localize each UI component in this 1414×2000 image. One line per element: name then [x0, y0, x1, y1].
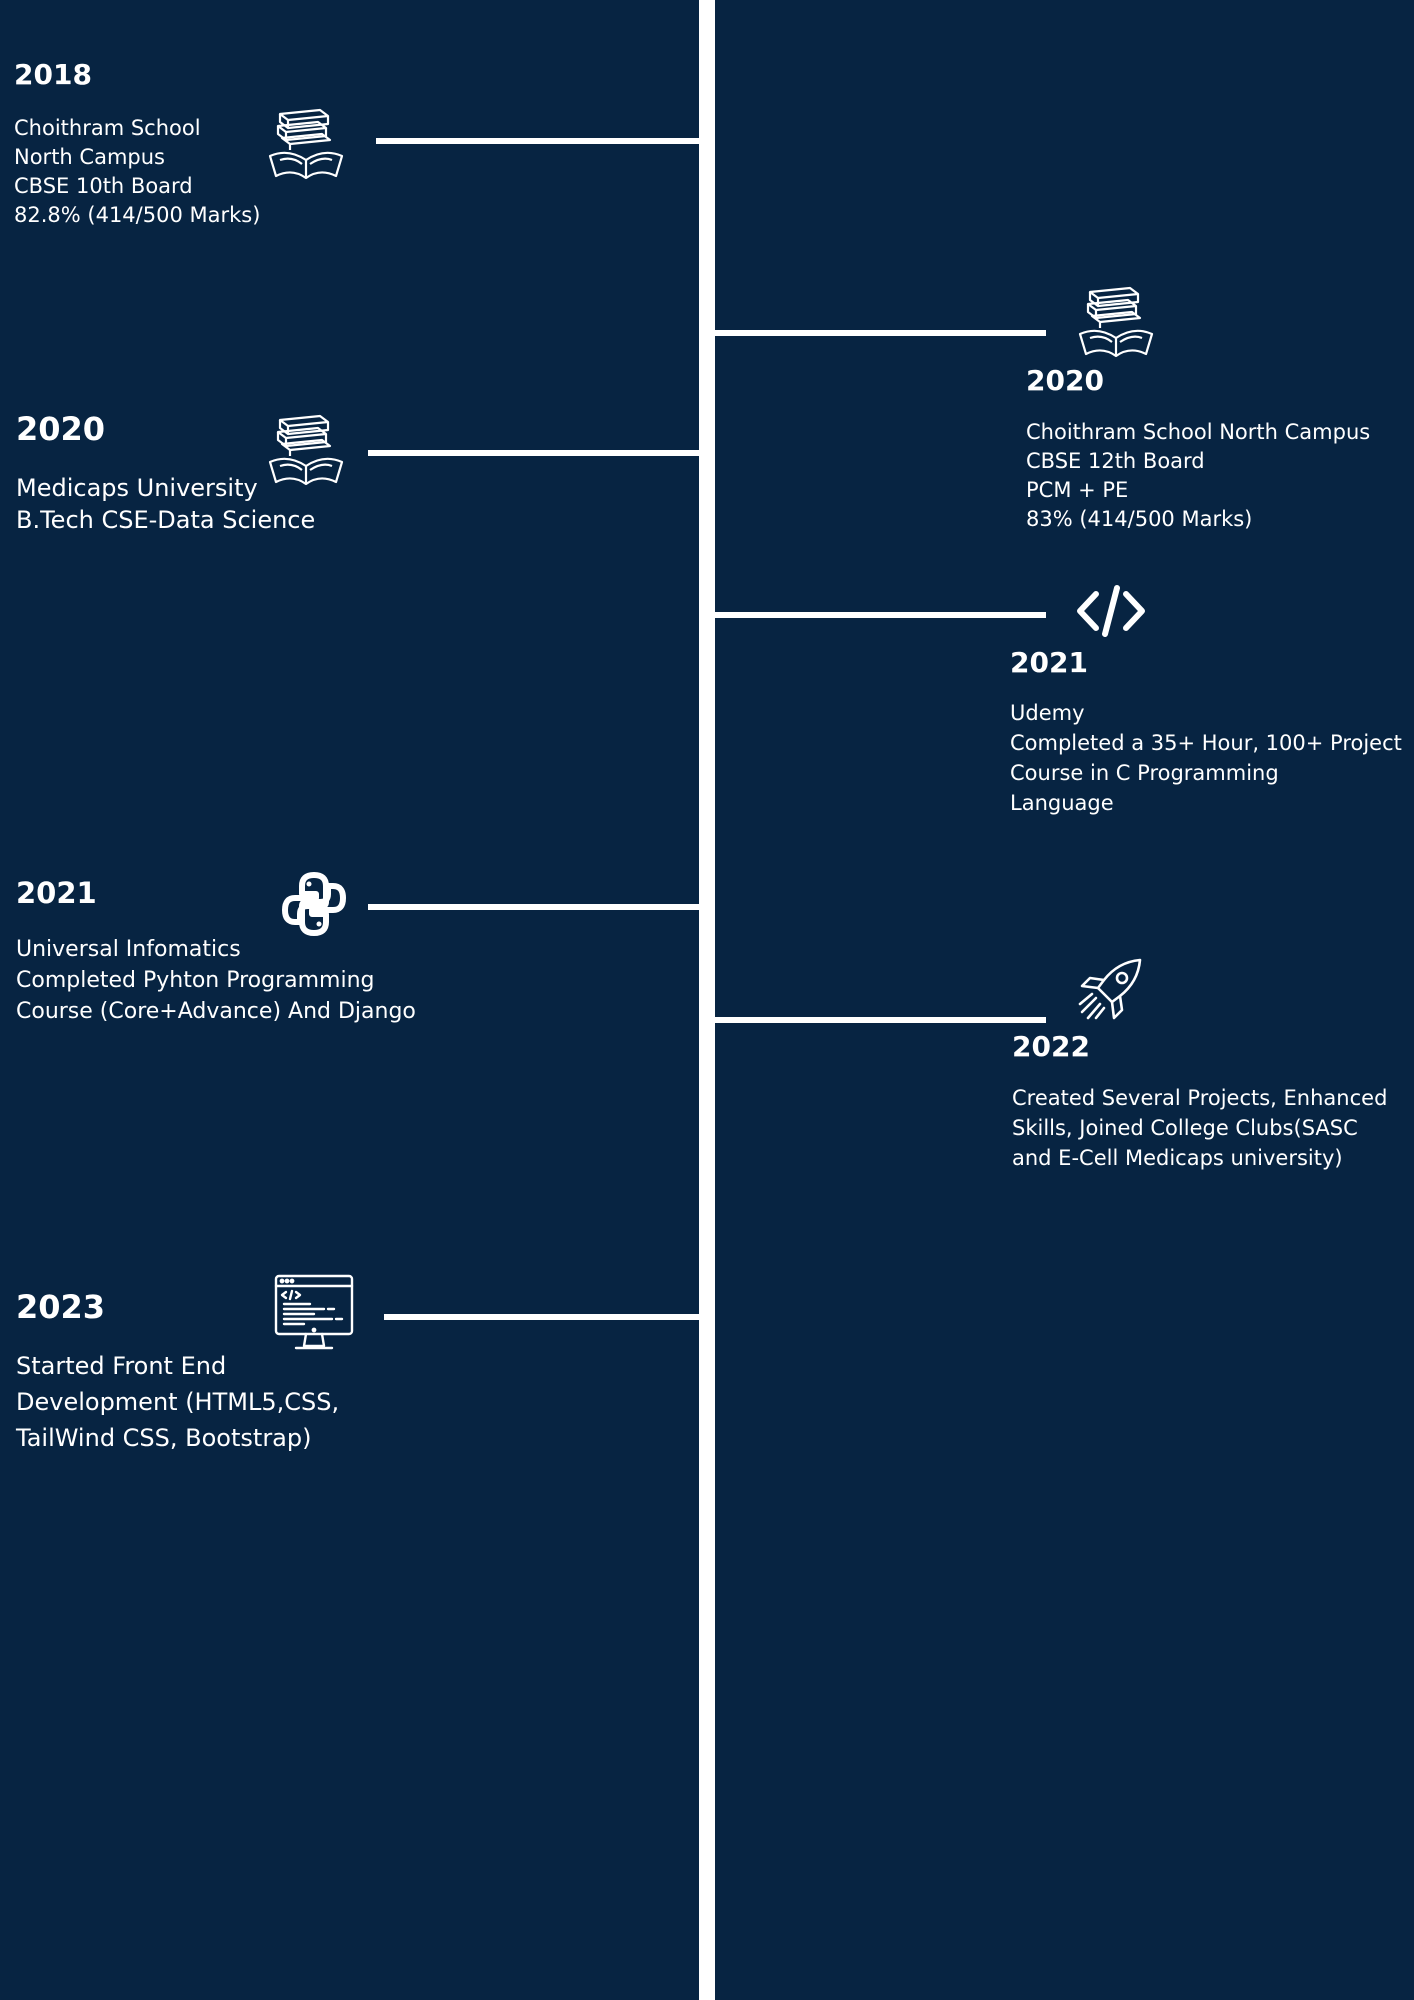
- entry-line: Course (Core+Advance) And Django: [16, 999, 416, 1024]
- books-icon: [266, 412, 348, 488]
- entry-line: 83% (414/500 Marks): [1026, 507, 1253, 531]
- entry-year: 2018: [14, 58, 92, 91]
- python-icon: [280, 870, 348, 938]
- entry-line: North Campus: [14, 145, 165, 169]
- entry-line: PCM + PE: [1026, 478, 1129, 502]
- entry-details: Started Front End Development (HTML5,CSS…: [16, 1348, 339, 1456]
- entry-line: Udemy: [1010, 701, 1085, 725]
- entry-details: Medicaps University B.Tech CSE-Data Scie…: [16, 472, 315, 536]
- entry-details: Created Several Projects, Enhanced Skill…: [1012, 1083, 1387, 1173]
- entry-line: Medicaps University: [16, 474, 258, 502]
- entry-year: 2021: [1010, 646, 1088, 679]
- books-icon: [1076, 284, 1158, 360]
- books-icon: [266, 106, 348, 182]
- rocket-icon: [1074, 954, 1146, 1026]
- timeline-spine: [699, 0, 715, 2000]
- entry-line: Universal Infomatics: [16, 937, 241, 962]
- entry-line: 82.8% (414/500 Marks): [14, 203, 261, 227]
- timeline-connector: [714, 330, 1046, 336]
- timeline-connector: [384, 1314, 700, 1320]
- timeline-connector: [714, 612, 1046, 618]
- code-icon: [1074, 582, 1148, 640]
- entry-line: Choithram School: [14, 116, 201, 140]
- timeline-connector: [714, 1017, 1046, 1023]
- timeline-connector: [368, 904, 700, 910]
- entry-line: Development (HTML5,CSS,: [16, 1388, 340, 1416]
- entry-details: Choithram School North Campus CBSE 12th …: [1026, 418, 1370, 534]
- entry-details: Universal Infomatics Completed Pyhton Pr…: [16, 934, 416, 1027]
- entry-year: 2023: [16, 1288, 106, 1326]
- timeline-connector: [368, 450, 700, 456]
- entry-details: Choithram School North Campus CBSE 10th …: [14, 114, 260, 230]
- entry-line: TailWind CSS, Bootstrap): [16, 1424, 312, 1452]
- entry-year: 2020: [1026, 364, 1104, 397]
- timeline-connector: [376, 138, 700, 144]
- entry-year: 2022: [1012, 1030, 1090, 1063]
- entry-line: Choithram School North Campus: [1026, 420, 1371, 444]
- entry-line: and E-Cell Medicaps university): [1012, 1146, 1343, 1170]
- monitor-code-icon: [274, 1274, 354, 1354]
- entry-line: CBSE 12th Board: [1026, 449, 1205, 473]
- entry-year: 2020: [16, 410, 106, 448]
- entry-line: Skills, Joined College Clubs(SASC: [1012, 1116, 1358, 1140]
- entry-line: B.Tech CSE-Data Science: [16, 506, 316, 534]
- entry-line: Created Several Projects, Enhanced: [1012, 1086, 1388, 1110]
- entry-year: 2021: [16, 876, 97, 910]
- entry-line: CBSE 10th Board: [14, 174, 193, 198]
- entry-details: Udemy Completed a 35+ Hour, 100+ Project…: [1010, 698, 1402, 818]
- entry-line: Completed Pyhton Programming: [16, 968, 375, 993]
- entry-line: Started Front End: [16, 1352, 227, 1380]
- entry-line: Language: [1010, 791, 1114, 815]
- entry-line: Course in C Programming: [1010, 761, 1279, 785]
- entry-line: Completed a 35+ Hour, 100+ Project: [1010, 731, 1402, 755]
